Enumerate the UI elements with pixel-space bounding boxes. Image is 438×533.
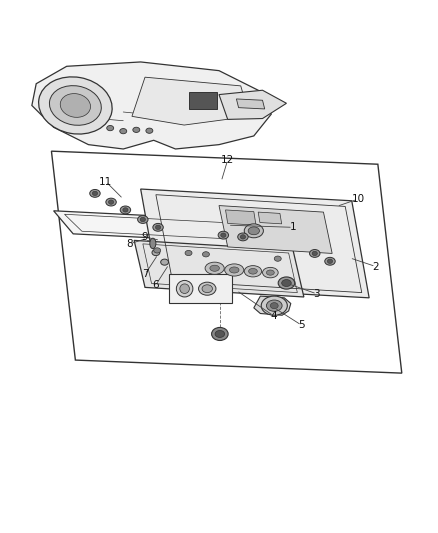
Ellipse shape (230, 267, 239, 273)
Text: 7: 7 (142, 269, 148, 279)
Ellipse shape (152, 249, 160, 256)
Ellipse shape (185, 251, 192, 256)
Polygon shape (134, 240, 304, 297)
Text: 2: 2 (372, 262, 379, 271)
Text: 8: 8 (127, 239, 133, 249)
Ellipse shape (240, 235, 246, 239)
Ellipse shape (244, 224, 263, 238)
Ellipse shape (155, 225, 161, 230)
Ellipse shape (238, 233, 248, 241)
Ellipse shape (262, 268, 278, 278)
Polygon shape (258, 212, 282, 224)
Ellipse shape (146, 128, 153, 133)
Ellipse shape (123, 208, 128, 212)
Polygon shape (237, 99, 265, 109)
Ellipse shape (310, 249, 320, 257)
Ellipse shape (218, 231, 229, 239)
Ellipse shape (248, 227, 259, 235)
Text: 6: 6 (152, 280, 159, 290)
Polygon shape (53, 211, 247, 243)
Ellipse shape (150, 238, 156, 249)
Polygon shape (219, 206, 332, 254)
Polygon shape (226, 210, 256, 225)
Ellipse shape (49, 86, 101, 125)
Polygon shape (254, 296, 291, 315)
Bar (188, 92, 217, 109)
Ellipse shape (177, 280, 193, 297)
Ellipse shape (282, 279, 291, 287)
Ellipse shape (90, 189, 100, 197)
Polygon shape (32, 62, 271, 149)
Ellipse shape (261, 296, 287, 315)
Ellipse shape (92, 191, 98, 196)
Ellipse shape (210, 265, 219, 271)
Ellipse shape (205, 262, 224, 274)
Ellipse shape (109, 200, 114, 204)
Ellipse shape (202, 285, 212, 293)
Ellipse shape (60, 94, 91, 117)
Ellipse shape (153, 223, 163, 231)
Ellipse shape (133, 127, 140, 133)
Text: 5: 5 (298, 320, 305, 330)
Ellipse shape (202, 252, 209, 257)
Ellipse shape (266, 300, 282, 311)
Text: 10: 10 (352, 194, 365, 204)
Ellipse shape (107, 125, 114, 131)
Text: 11: 11 (99, 176, 113, 187)
Ellipse shape (138, 215, 148, 223)
Ellipse shape (249, 269, 257, 274)
Ellipse shape (212, 327, 228, 341)
Ellipse shape (274, 256, 281, 261)
Ellipse shape (244, 265, 261, 277)
Text: 9: 9 (142, 232, 148, 242)
Ellipse shape (140, 217, 145, 222)
Ellipse shape (325, 257, 335, 265)
Ellipse shape (225, 264, 244, 276)
Ellipse shape (312, 251, 318, 256)
Ellipse shape (327, 259, 332, 263)
Ellipse shape (161, 259, 169, 265)
Polygon shape (219, 90, 286, 119)
Text: 3: 3 (314, 289, 320, 299)
Polygon shape (141, 189, 369, 298)
Ellipse shape (39, 77, 112, 134)
Text: 1: 1 (290, 222, 296, 232)
Ellipse shape (120, 206, 131, 214)
Ellipse shape (221, 233, 226, 237)
Ellipse shape (278, 277, 295, 289)
Polygon shape (132, 77, 250, 125)
Ellipse shape (266, 270, 274, 275)
Ellipse shape (120, 128, 127, 134)
Text: 12: 12 (221, 155, 234, 165)
Ellipse shape (180, 284, 189, 294)
Ellipse shape (154, 248, 161, 253)
Ellipse shape (270, 303, 278, 309)
Bar (169, 274, 232, 303)
Ellipse shape (198, 282, 216, 295)
Ellipse shape (106, 198, 116, 206)
Text: 4: 4 (270, 311, 277, 321)
Ellipse shape (215, 330, 225, 337)
